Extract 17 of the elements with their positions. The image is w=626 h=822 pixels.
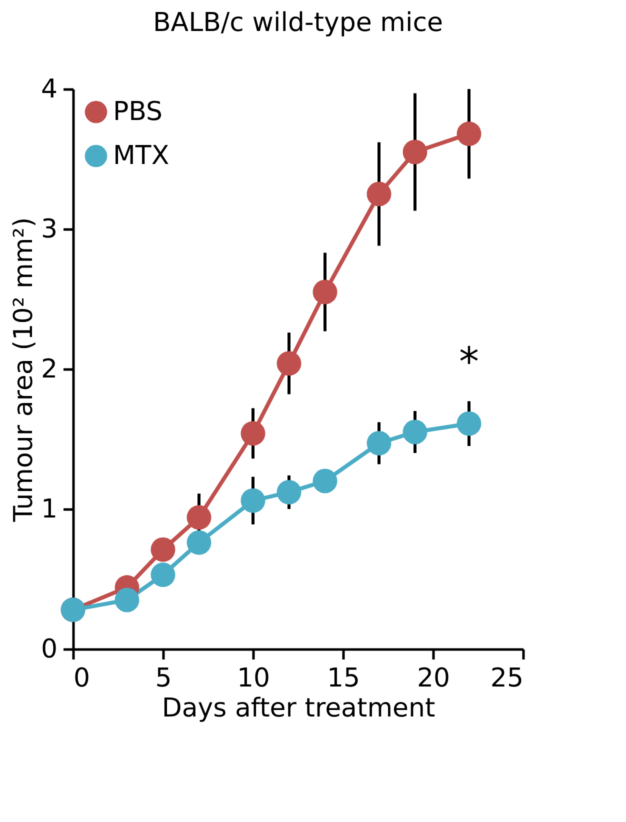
- y-tick-label: 4: [40, 74, 58, 104]
- x-tick-label: 0: [74, 664, 90, 694]
- y-tick-label: 0: [40, 634, 58, 664]
- x-tick-label: 20: [416, 664, 450, 694]
- legend-label: MTX: [113, 141, 170, 171]
- x-axis-title: Days after treatment: [162, 694, 436, 724]
- y-axis-title: Tumour area (10² mm²): [8, 217, 39, 523]
- x-tick-label: 15: [326, 664, 360, 694]
- y-tick-label: 3: [40, 214, 58, 244]
- y-tick-label: 2: [40, 354, 58, 384]
- annotation: *: [459, 340, 479, 386]
- chart-title: BALB/c wild-type mice: [152, 8, 444, 38]
- legend-label: PBS: [113, 97, 163, 127]
- x-tick-label: 10: [236, 664, 270, 694]
- y-tick-label: 1: [40, 494, 58, 524]
- x-tick-label: 25: [490, 664, 524, 694]
- x-tick-label: 5: [155, 664, 172, 694]
